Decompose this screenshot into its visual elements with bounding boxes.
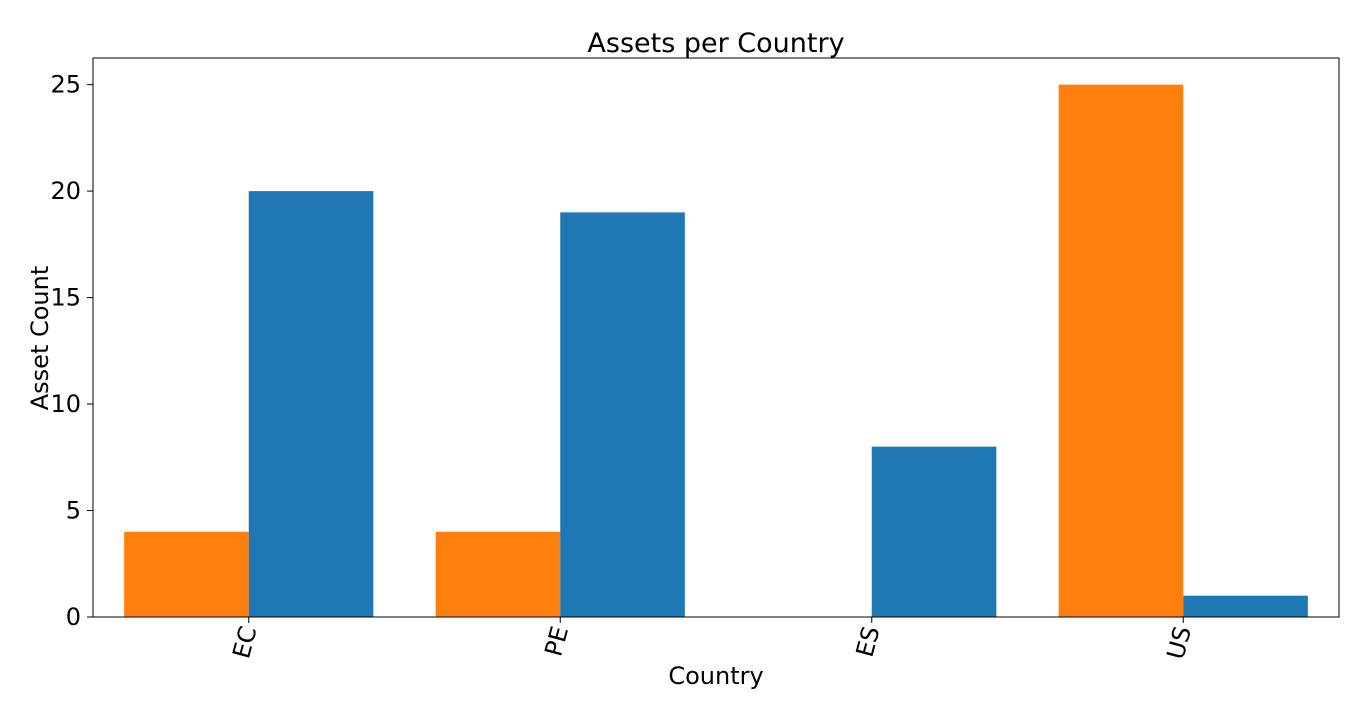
x-tick-label-pe: PE (539, 623, 574, 659)
y-tick-label: 0 (66, 603, 81, 631)
x-axis-label: Country (668, 662, 763, 690)
bars-layer (124, 84, 1308, 618)
bar-es-series-2 (871, 446, 997, 617)
bar-ec-series-2 (248, 191, 374, 617)
bar-us-series-2 (1183, 595, 1308, 617)
y-tick-label: 20 (50, 177, 81, 205)
bar-pe-series-1 (435, 531, 561, 617)
y-tick-label: 10 (50, 390, 81, 418)
y-tick-label: 25 (50, 71, 81, 99)
y-axis-ticks: 0 5 10 15 20 25 (50, 71, 93, 631)
x-tick-label-us: US (1162, 623, 1198, 662)
plot-area-frame (92, 57, 1340, 618)
bar-ec-series-1 (124, 531, 249, 617)
x-tick-label-ec: EC (227, 623, 262, 661)
bar-us-series-1 (1058, 84, 1184, 618)
y-tick-label: 15 (50, 284, 81, 312)
x-axis-ticks: EC PE ES US (227, 617, 1197, 662)
x-tick-label-es: ES (851, 623, 886, 660)
y-axis-label: Asset Count (26, 266, 54, 411)
chart-title: Assets per Country (587, 28, 844, 59)
bar-pe-series-2 (560, 212, 685, 617)
y-tick-label: 5 (66, 497, 81, 525)
